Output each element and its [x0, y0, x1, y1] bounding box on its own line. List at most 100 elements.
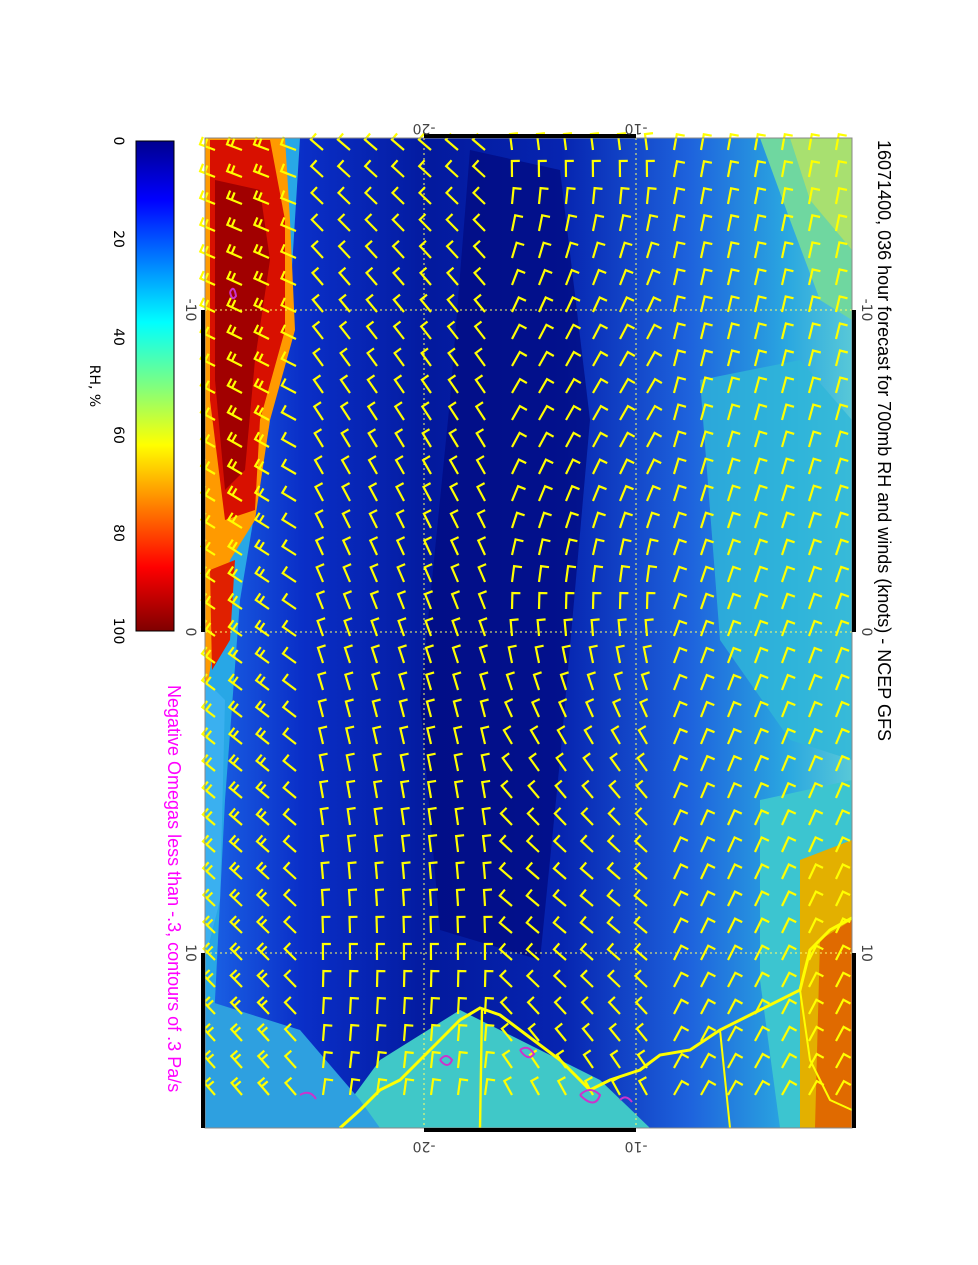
wind-barb	[510, 214, 524, 232]
wind-barb	[529, 725, 540, 745]
wind-barb	[754, 1079, 771, 1096]
wind-barb	[309, 159, 324, 178]
wind-barb	[342, 563, 352, 583]
wind-barb	[591, 268, 607, 286]
wind-barb	[375, 1050, 387, 1069]
wind-barb	[455, 861, 465, 880]
wind-barb	[553, 996, 567, 1015]
wind-barb	[699, 213, 713, 232]
wind-barb	[834, 241, 848, 259]
wind-barb	[505, 671, 515, 691]
wind-barb	[834, 619, 850, 637]
wind-barb	[781, 890, 797, 907]
wind-barb	[726, 592, 742, 610]
wind-barb	[834, 727, 850, 745]
wind-barb	[201, 834, 216, 853]
wind-barb	[592, 431, 609, 448]
wind-barb	[449, 482, 459, 502]
wind-barb	[321, 996, 332, 1015]
wind-barb	[618, 214, 632, 232]
wind-barb	[553, 807, 567, 826]
wind-barb	[754, 917, 770, 934]
wind-barb	[366, 401, 378, 421]
wind-barb	[254, 700, 270, 718]
wind-barb	[398, 698, 408, 718]
wind-barb	[672, 241, 686, 259]
wind-barb	[451, 617, 461, 637]
wind-barb	[375, 942, 385, 961]
wind-barb	[699, 322, 713, 340]
wind-barb	[510, 268, 526, 286]
wind-barb	[699, 430, 714, 448]
wind-barb	[401, 861, 411, 880]
wind-barb	[526, 996, 540, 1015]
wind-barb	[753, 430, 768, 448]
wind-barb	[538, 296, 554, 313]
wind-barb	[344, 725, 355, 745]
wind-barb	[633, 942, 648, 961]
wind-barb	[483, 969, 494, 988]
wind-barb	[753, 241, 767, 259]
wind-barb	[526, 807, 540, 826]
wind-barb	[280, 512, 297, 529]
wind-barb	[227, 646, 243, 664]
wind-barb	[699, 241, 713, 259]
left-tick-label: -10	[182, 299, 198, 322]
wind-barb	[225, 270, 243, 287]
wind-barb	[753, 322, 767, 340]
wind-barb	[754, 971, 770, 988]
wind-barb	[699, 565, 715, 583]
wind-barb	[321, 1077, 334, 1096]
wind-barb	[253, 297, 270, 313]
wind-barb	[672, 484, 687, 502]
wind-barb	[318, 779, 329, 799]
wind-barb	[552, 969, 567, 988]
wind-barb	[583, 725, 594, 745]
wind-barb	[615, 644, 625, 664]
wind-barb	[229, 969, 243, 988]
wind-barb	[754, 998, 771, 1015]
wind-barb	[321, 969, 332, 988]
wind-barb	[781, 1079, 798, 1096]
wind-barb	[456, 1077, 469, 1096]
wind-barb	[591, 511, 606, 529]
wind-barb	[227, 619, 243, 637]
wind-barb	[646, 323, 663, 340]
wind-barb	[726, 160, 740, 178]
wind-barb	[753, 295, 767, 313]
wind-barb	[726, 403, 741, 421]
wind-barb	[699, 592, 715, 610]
coastline	[338, 916, 853, 1130]
wind-barb	[501, 752, 513, 772]
wind-barb	[537, 591, 548, 610]
wind-barb	[645, 564, 658, 583]
wind-barb	[477, 590, 487, 610]
wind-barb	[280, 324, 297, 340]
colorbar-tick: 60	[110, 426, 126, 444]
wind-barb	[564, 591, 575, 610]
wind-barb	[807, 511, 822, 529]
wind-barb	[282, 888, 297, 907]
wind-barb	[498, 834, 513, 853]
wind-barb	[552, 834, 567, 853]
colorbar-tick: 80	[110, 524, 126, 542]
wind-barb	[643, 132, 654, 151]
colorbar-tick: 40	[110, 328, 126, 346]
wind-barb	[479, 671, 489, 691]
wind-barb	[338, 320, 351, 340]
wind-barb	[807, 187, 821, 205]
wind-barb	[613, 671, 623, 691]
wind-barb	[564, 159, 574, 178]
wind-barb	[321, 1050, 333, 1069]
wind-barb	[226, 351, 243, 367]
wind-barb	[253, 431, 270, 448]
wind-barb	[228, 780, 243, 799]
wind-barb	[226, 377, 243, 394]
wind-barb	[339, 347, 351, 367]
wind-barb	[808, 1025, 825, 1042]
wind-barb	[726, 430, 741, 448]
wind-barb	[226, 539, 243, 556]
wind-barb	[780, 511, 795, 529]
wind-barb	[726, 835, 743, 853]
wind-barb	[646, 296, 662, 313]
